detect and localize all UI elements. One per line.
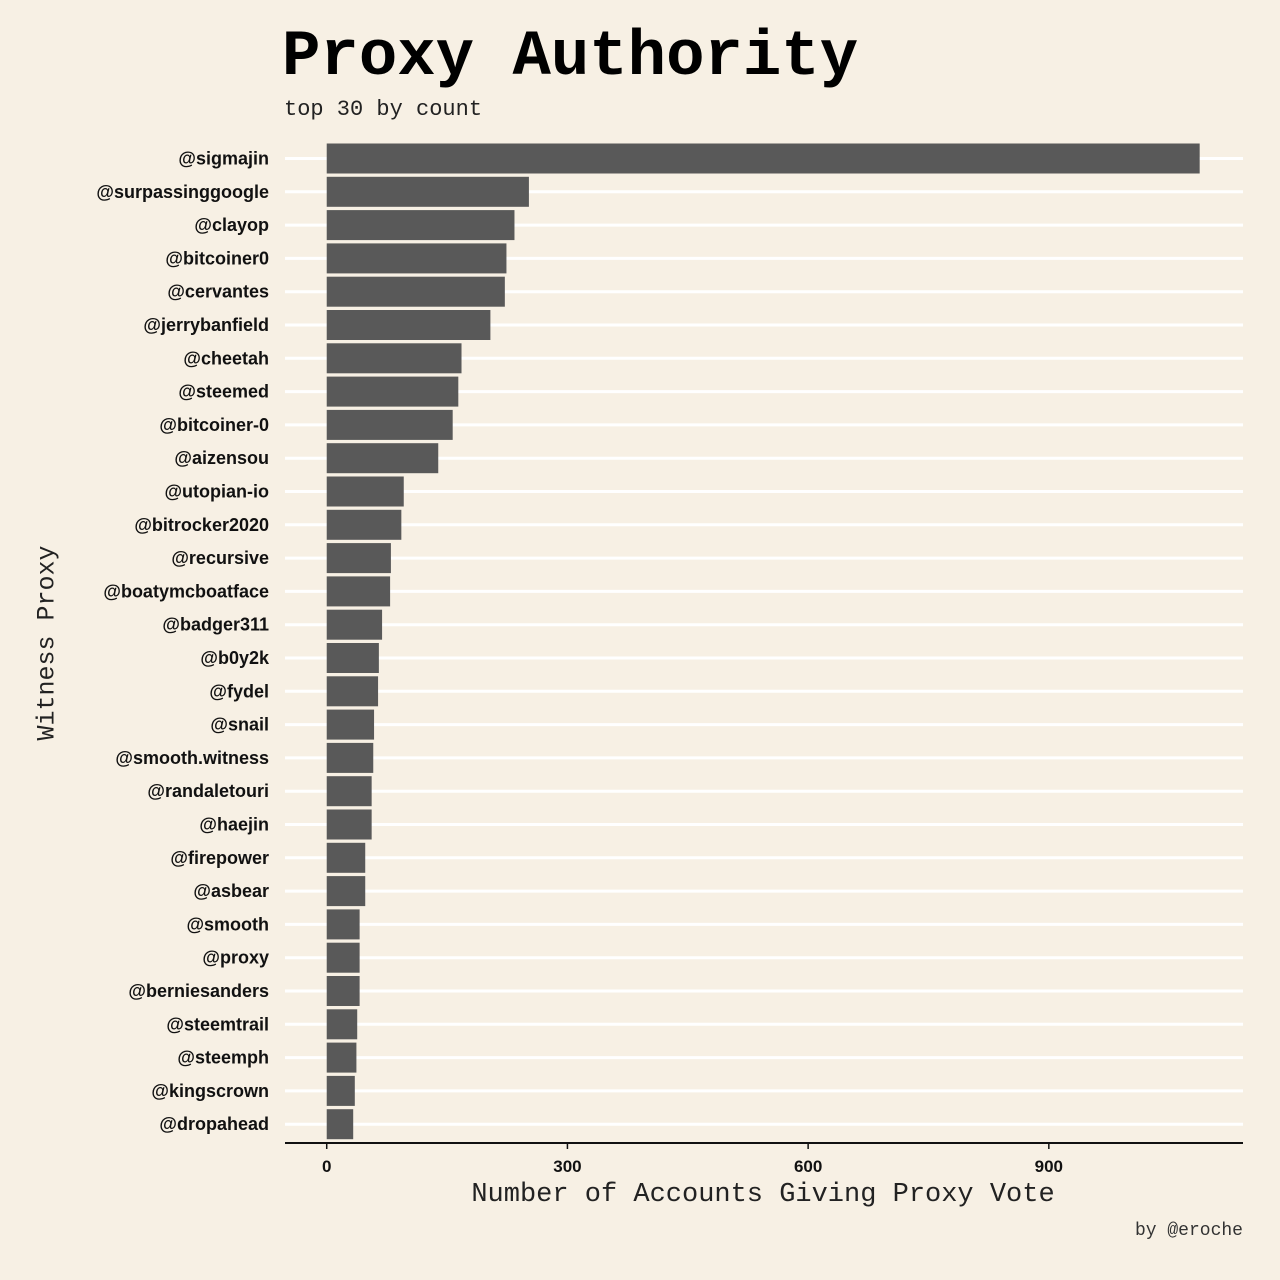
x-tick-label: 900 bbox=[1035, 1157, 1063, 1176]
category-label: @cervantes bbox=[167, 282, 269, 302]
x-axis-ticks: 0 300 600 900 bbox=[322, 1143, 1063, 1176]
bar-cheetah bbox=[326, 343, 462, 374]
category-label: @steemph bbox=[177, 1048, 269, 1068]
category-label: @smooth bbox=[186, 914, 269, 934]
bar-bitrocker2020 bbox=[326, 509, 402, 540]
bar-haejin bbox=[326, 809, 372, 840]
bar-badger311 bbox=[326, 609, 383, 640]
bar-dropahead bbox=[326, 1109, 354, 1140]
bar-randaletouri bbox=[326, 776, 372, 807]
category-label: @bitcoiner-0 bbox=[159, 415, 269, 435]
bar-proxy bbox=[326, 942, 360, 973]
category-label: @clayop bbox=[194, 215, 269, 235]
bar-smooth bbox=[326, 909, 360, 940]
bar-jerrybanfield bbox=[326, 310, 491, 340]
category-label: @badger311 bbox=[162, 615, 269, 635]
bar-snail bbox=[326, 709, 375, 740]
bar-cervantes bbox=[326, 276, 505, 307]
bar-utopian-io bbox=[326, 476, 404, 507]
x-tick-label: 600 bbox=[794, 1157, 822, 1176]
category-label: @recursive bbox=[171, 548, 269, 568]
bar-clayop bbox=[326, 210, 515, 241]
category-label: @proxy bbox=[202, 948, 269, 968]
category-label: @randaletouri bbox=[147, 781, 269, 801]
category-label: @firepower bbox=[170, 848, 269, 868]
category-label: @snail bbox=[210, 715, 269, 735]
bar-steemed bbox=[326, 376, 459, 407]
bar-surpassinggoogle bbox=[326, 176, 529, 207]
category-label: @fydel bbox=[209, 681, 269, 701]
bar-sigmajin bbox=[326, 143, 1200, 174]
category-label: @smooth.witness bbox=[115, 748, 269, 768]
bar-kingscrown bbox=[326, 1075, 355, 1106]
chart-subtitle: top 30 by count bbox=[284, 97, 483, 122]
category-label: @kingscrown bbox=[151, 1081, 269, 1101]
bar-bitcoiner0 bbox=[326, 243, 507, 274]
bar-b0y2k bbox=[326, 643, 379, 673]
x-tick-label: 0 bbox=[322, 1157, 331, 1176]
bar-bitcoiner-0 bbox=[326, 409, 453, 440]
category-label: @jerrybanfield bbox=[143, 315, 269, 335]
credit-caption: by @eroche bbox=[1134, 1221, 1243, 1241]
category-label: @cheetah bbox=[183, 348, 269, 368]
bar-steemph bbox=[326, 1042, 357, 1073]
category-label: @bitcoiner0 bbox=[165, 248, 269, 268]
category-label: @steemtrail bbox=[166, 1014, 269, 1034]
bar-fydel bbox=[326, 676, 379, 707]
bar-boatymcboatface bbox=[326, 576, 391, 607]
bar-aizensou bbox=[326, 443, 439, 474]
bar-smooth-witness bbox=[326, 742, 374, 773]
category-label: @aizensou bbox=[174, 448, 269, 468]
category-label: @dropahead bbox=[159, 1114, 269, 1134]
bar-berniesanders bbox=[326, 976, 360, 1006]
category-label: @b0y2k bbox=[200, 648, 270, 668]
category-label: @utopian-io bbox=[164, 482, 269, 502]
category-label: @haejin bbox=[199, 815, 269, 835]
category-label: @bitrocker2020 bbox=[134, 515, 269, 535]
x-axis-title: Number of Accounts Giving Proxy Vote bbox=[471, 1180, 1055, 1210]
bar-recursive bbox=[326, 543, 391, 574]
y-axis-title: Witness Proxy bbox=[32, 545, 62, 741]
bar-firepower bbox=[326, 842, 366, 873]
x-tick-label: 300 bbox=[553, 1157, 581, 1176]
chart-title: Proxy Authority bbox=[282, 22, 859, 94]
category-label: @surpassinggoogle bbox=[96, 182, 269, 202]
category-label: @steemed bbox=[178, 382, 269, 402]
category-label: @asbear bbox=[193, 881, 269, 901]
bar-asbear bbox=[326, 876, 366, 907]
category-label: @sigmajin bbox=[178, 149, 269, 169]
category-labels: @sigmajin @surpassinggoogle @clayop @bitcoi… bbox=[96, 149, 270, 1135]
category-label: @boatymcboatface bbox=[103, 581, 269, 601]
bars bbox=[326, 143, 1200, 1140]
bar-steemtrail bbox=[326, 1009, 358, 1040]
category-label: @berniesanders bbox=[128, 981, 269, 1001]
